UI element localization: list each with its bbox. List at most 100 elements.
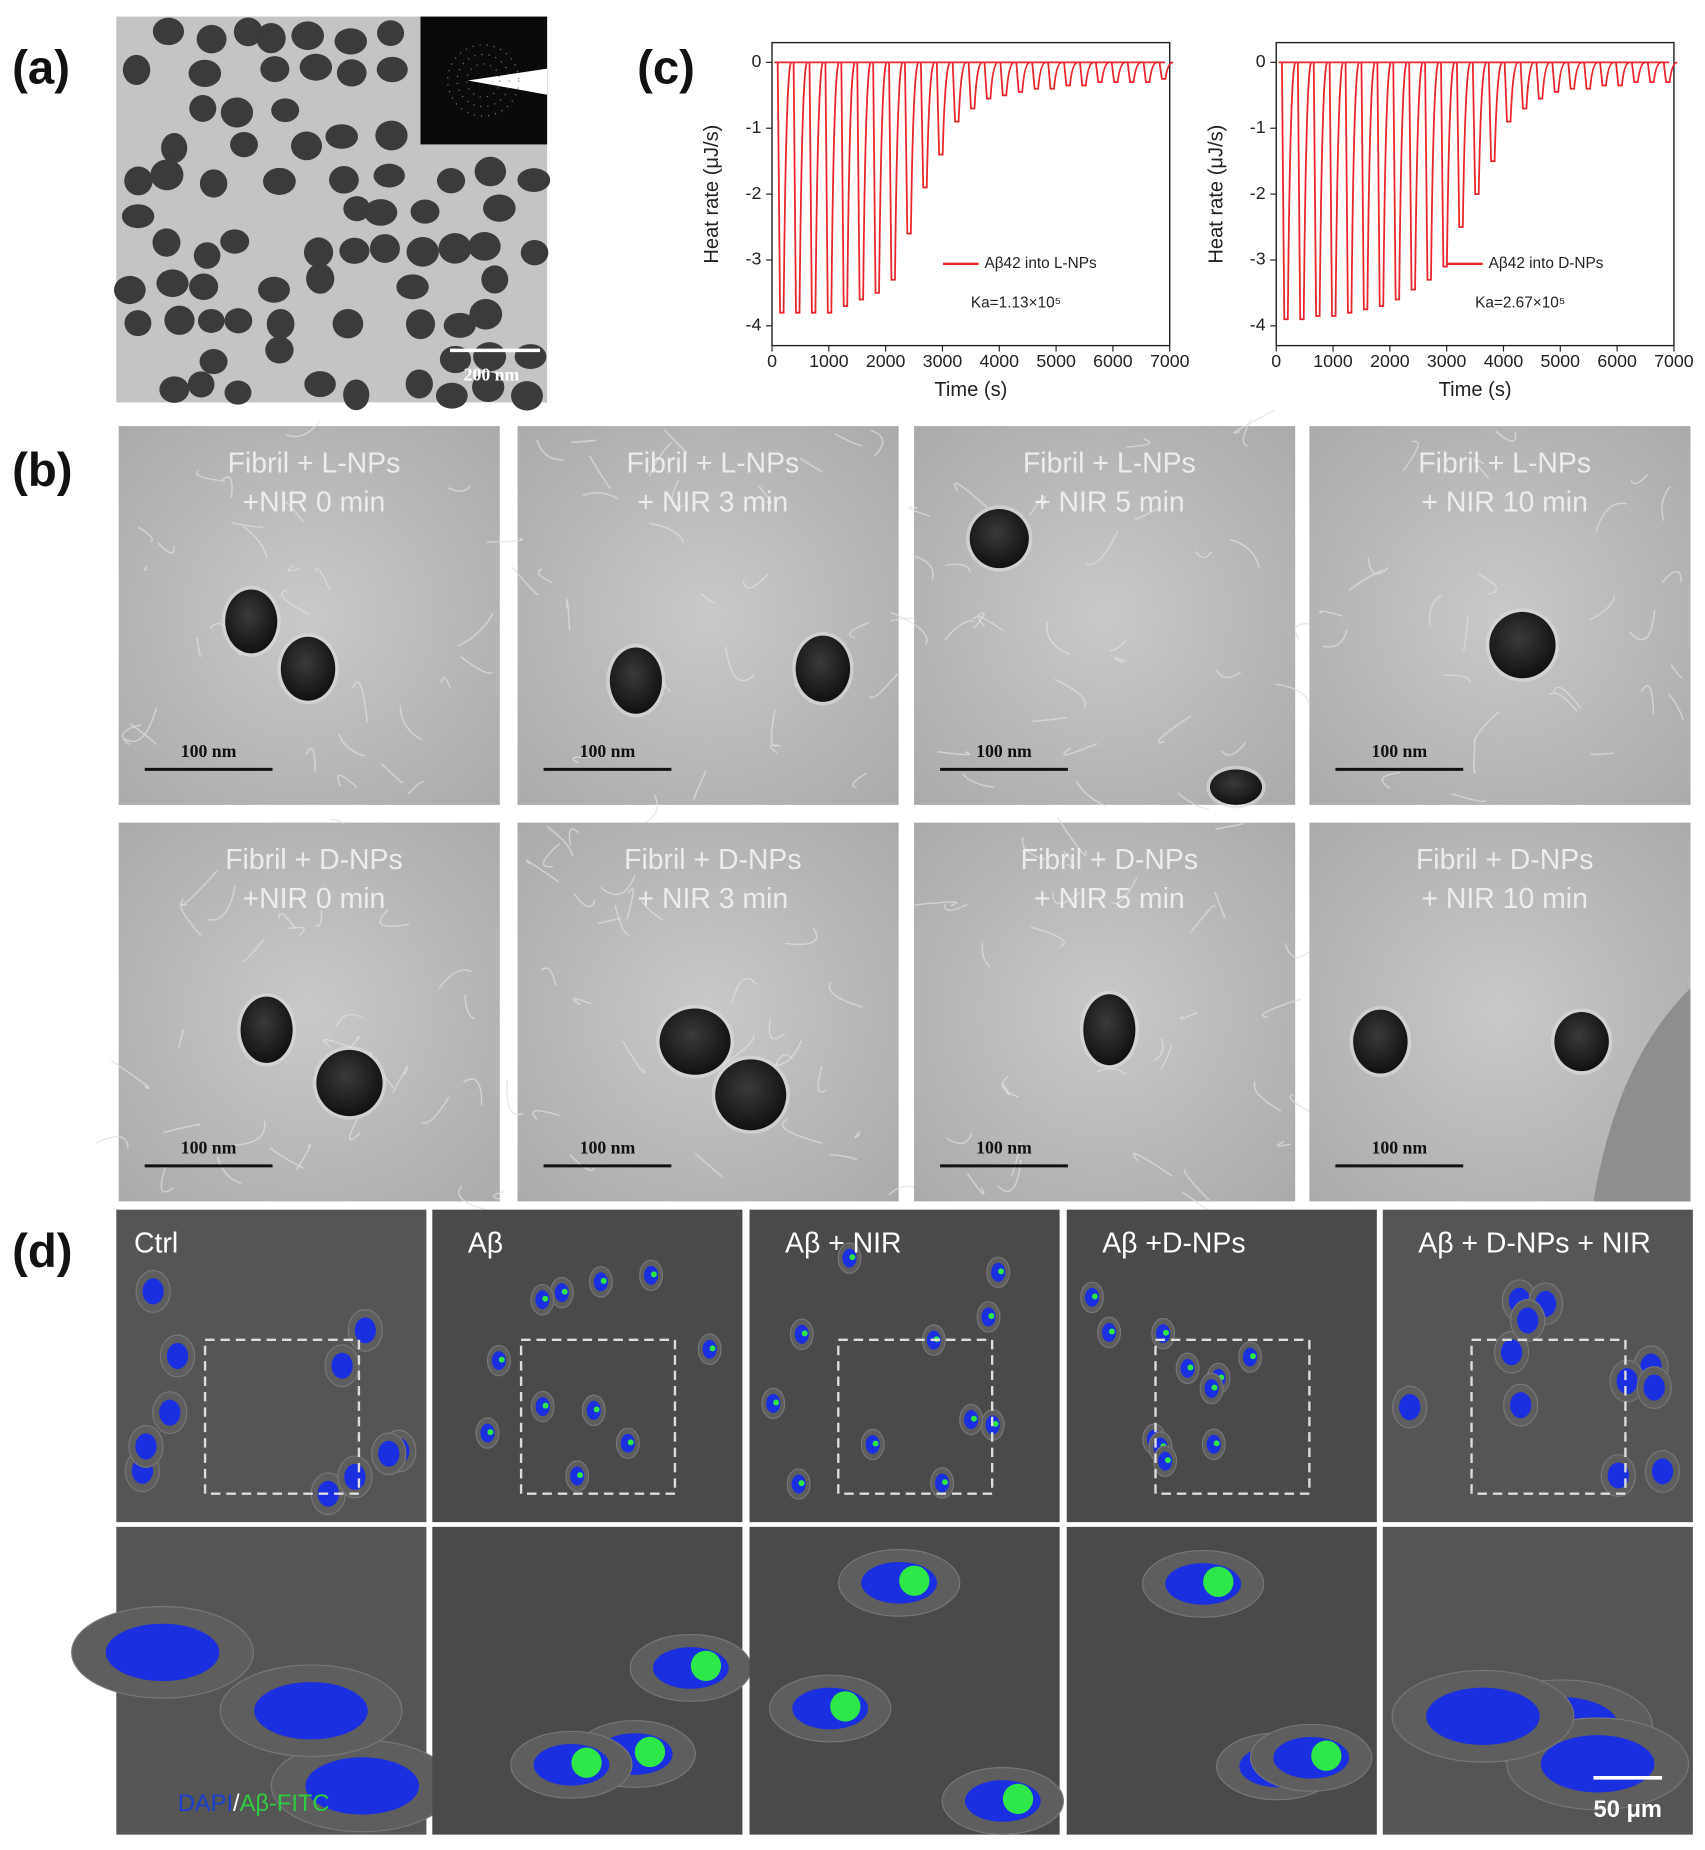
fibril [546, 825, 574, 857]
fibril [1590, 752, 1614, 756]
fibril [1021, 836, 1046, 861]
injection-peak [951, 61, 967, 123]
nucleus [593, 1272, 608, 1292]
fibril [622, 1041, 646, 1074]
fibril [565, 599, 571, 631]
scale-bar-label: 100 nm [1371, 741, 1427, 761]
fibril [196, 637, 202, 658]
fibril [944, 620, 975, 641]
x-tick-label: 3000 [923, 351, 963, 371]
fibril [784, 927, 818, 946]
fitc-signal [634, 1736, 666, 1768]
nanoparticle [474, 156, 507, 187]
fibril [1134, 506, 1161, 520]
injection-peak [919, 61, 936, 189]
y-tick-label: -3 [746, 249, 762, 269]
fluorescence-image: Aβ +D-NPs [1066, 1209, 1377, 1523]
nanoparticle [364, 199, 398, 226]
fibril [1054, 678, 1087, 709]
saed-ring [456, 53, 510, 108]
fibril [1085, 530, 1119, 566]
injection-peak [1487, 61, 1504, 163]
injection-peak [983, 61, 999, 100]
nucleus [1426, 1687, 1540, 1745]
fibril [1348, 569, 1384, 592]
fibril [1473, 738, 1476, 774]
nanoparticle [224, 380, 252, 405]
nanoparticle [1209, 769, 1263, 805]
nanoparticle [1353, 1009, 1408, 1074]
zoom-box [203, 1338, 361, 1495]
fibril [852, 772, 867, 789]
y-axis-label: Heat rate (μJ/s) [1205, 125, 1227, 264]
fibril [525, 859, 560, 883]
nanoparticle [520, 239, 549, 266]
image-label: + NIR 3 min [637, 487, 788, 519]
fluorescence-image: Ctrl [116, 1209, 427, 1523]
fluorescence-image [1382, 1526, 1693, 1835]
fibril [1548, 692, 1578, 712]
fibril [648, 522, 685, 544]
nanoparticle [240, 996, 293, 1063]
fibril [314, 910, 323, 928]
fibril [671, 479, 684, 508]
fibril [94, 1136, 129, 1149]
fibril [908, 506, 931, 517]
fitc-signal [988, 1313, 995, 1319]
nanoparticle [199, 349, 228, 375]
fibril [536, 439, 565, 461]
nanoparticle [483, 194, 516, 222]
fitc-signal [650, 1271, 657, 1278]
injection-peak [1503, 61, 1519, 123]
fibril [1277, 1140, 1291, 1147]
image-label: Fibril + L-NPs [1023, 448, 1196, 480]
x-axis-label: Time (s) [1439, 379, 1512, 401]
injection-peak [872, 61, 888, 294]
nanoparticle [258, 276, 290, 303]
group-label: Aβ + NIR [785, 1228, 902, 1260]
injection-peak [856, 61, 872, 301]
injection-peak [1126, 61, 1142, 84]
injection-peak [1440, 61, 1456, 268]
y-tick-label: -4 [746, 315, 762, 335]
nanoparticle [263, 167, 296, 195]
fibril [537, 568, 552, 583]
panel-label: (d) [12, 1225, 72, 1278]
fibril [460, 656, 494, 674]
fibril [1153, 1037, 1164, 1062]
nanoparticle [435, 382, 468, 409]
fibril [457, 612, 495, 647]
nucleus [1540, 1735, 1655, 1793]
fibril [1473, 458, 1490, 479]
panel-label: (b) [12, 444, 72, 497]
group-label: Aβ +D-NPs [1102, 1228, 1245, 1260]
fibril [221, 476, 233, 498]
nanoparticle [224, 308, 253, 334]
injection-peak [1392, 61, 1408, 301]
fibril [1001, 1075, 1019, 1098]
fibril [486, 537, 523, 543]
saed-beam-stop [467, 68, 548, 95]
injection-peak [1456, 61, 1472, 228]
fibril [421, 1096, 450, 1124]
injection-peak [1158, 61, 1174, 80]
fibril [1661, 485, 1671, 522]
injection-peak [1567, 61, 1583, 90]
nucleus [1101, 1322, 1117, 1342]
fibril [284, 501, 304, 523]
fibril [868, 673, 899, 699]
nanoparticle [437, 168, 466, 194]
nanoparticle [316, 1049, 383, 1117]
fibril [944, 903, 968, 911]
fibril [1462, 615, 1469, 652]
fibril [1221, 742, 1247, 756]
fibril [648, 442, 672, 477]
group-label: Aβ [468, 1228, 503, 1260]
fibril [137, 526, 154, 543]
nanoparticle [220, 97, 254, 128]
fibril [693, 770, 707, 800]
fluorescence-image [1066, 1526, 1377, 1835]
nanoparticle [376, 20, 405, 47]
fibril [1284, 942, 1309, 959]
fibril [946, 1132, 973, 1144]
